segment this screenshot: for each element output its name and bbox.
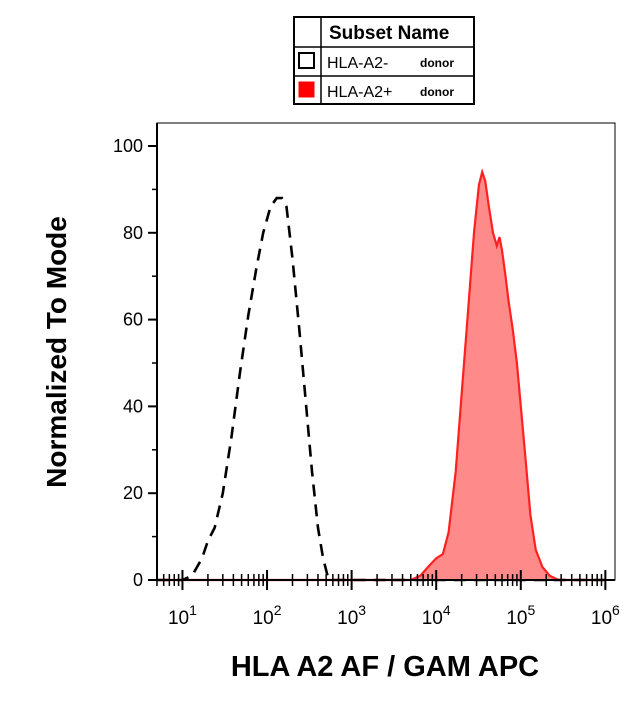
y-tick-label-0: 0 <box>133 570 143 590</box>
x-tick-label-1e3: 103 <box>337 602 366 629</box>
y-tick-label-60: 60 <box>123 310 143 330</box>
x-tick-label-1e6: 106 <box>591 602 620 629</box>
legend-sublabel-hla-a2-neg: donor <box>420 56 454 70</box>
legend-sublabel-hla-a2-pos: donor <box>420 85 454 99</box>
y-tick-label-80: 80 <box>123 223 143 243</box>
x-tick-label-1e4: 104 <box>422 602 451 629</box>
y-axis: 0 20 40 60 80 100 <box>113 123 158 590</box>
legend: Subset Name HLA-A2- donor HLA-A2+ donor <box>293 16 475 105</box>
legend-swatch-hla-a2-pos <box>298 81 315 98</box>
legend-swatch-hla-a2-neg <box>298 52 315 69</box>
y-tick-label-40: 40 <box>123 396 143 416</box>
series-line-hla-a2-neg <box>157 196 606 582</box>
legend-label-hla-a2-neg: HLA-A2- <box>327 55 388 72</box>
legend-box <box>293 16 475 105</box>
plot-frame <box>156 122 616 581</box>
legend-header: Subset Name <box>329 23 449 44</box>
series-layer <box>157 168 606 582</box>
y-tick-label-20: 20 <box>123 483 143 503</box>
x-tick-label-1e2: 102 <box>253 602 282 629</box>
x-axis: 101 102 103 104 105 106 <box>156 570 620 629</box>
x-tick-label-1e1: 101 <box>168 602 197 629</box>
series-fill-hla-a2-pos <box>157 172 606 580</box>
x-tick-label-1e5: 105 <box>506 602 535 629</box>
y-axis-label: Normalized To Mode <box>41 216 72 488</box>
y-tick-label-100: 100 <box>113 136 143 156</box>
x-axis-label: HLA A2 AF / GAM APC <box>231 651 539 683</box>
legend-label-hla-a2-pos: HLA-A2+ <box>327 84 392 101</box>
series-line-hla-a2-pos <box>157 168 606 582</box>
